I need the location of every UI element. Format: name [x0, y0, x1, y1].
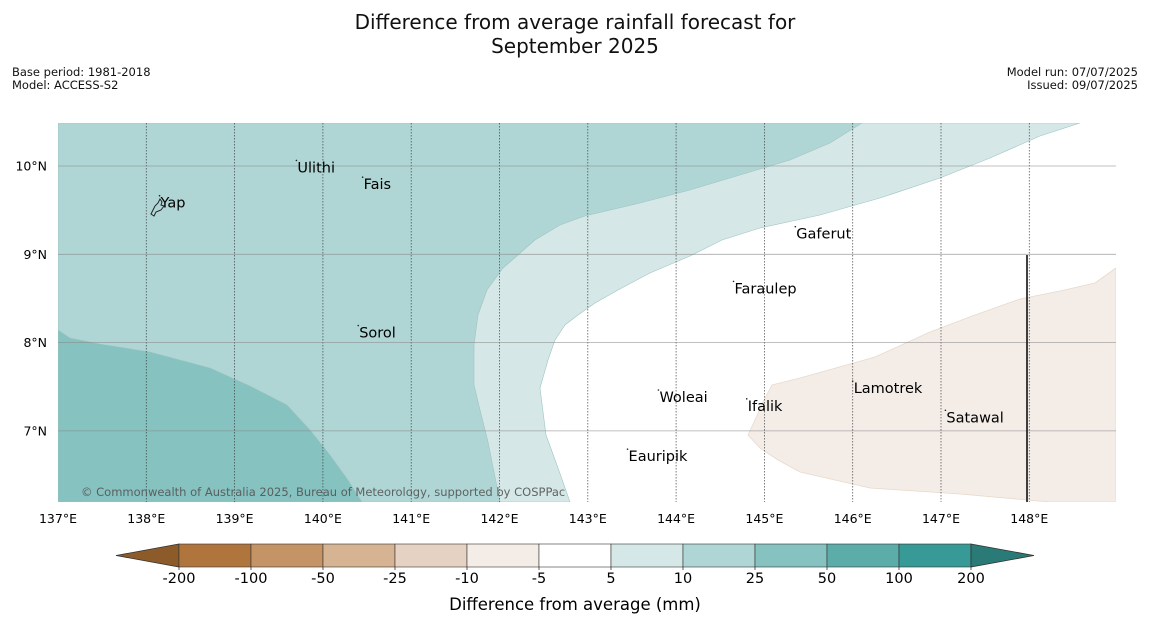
place-label-faraulep: Faraulep [734, 281, 796, 297]
colorbar-swatch [826, 543, 900, 568]
x-tick-label: 141°E [392, 511, 430, 526]
place-label-yap: Yap [160, 196, 186, 212]
yap-island-outline [150, 198, 165, 217]
colorbar-swatch [754, 543, 828, 568]
x-tick-label: 144°E [657, 511, 695, 526]
colorbar-tick-label: 100 [885, 571, 913, 587]
base-period-text: Base period: 1981-2018 [12, 65, 151, 79]
colorbar-tick-label: 200 [957, 571, 985, 587]
place-label-woleai: Woleai [659, 390, 707, 406]
island-marker [732, 280, 735, 283]
map-title-line2: September 2025 [491, 34, 659, 58]
issued-text: Issued: 09/07/2025 [1027, 78, 1138, 92]
colorbar-swatch [178, 543, 252, 568]
colorbar: -200 -100 -50 -25 -10 -5 5 10 25 50 100 200 [115, 543, 1035, 587]
place-label-fais: Fais [364, 177, 391, 193]
colorbar-extend-low [115, 543, 180, 568]
y-tick-label: 10°N [15, 159, 47, 174]
map-title: Difference from average rainfall forecas… [0, 10, 1150, 58]
x-tick-label: 148°E [1010, 511, 1048, 526]
island-marker [361, 176, 364, 178]
colorbar-tick-label: -50 [311, 571, 335, 587]
colorbar-tick-label: -10 [455, 571, 479, 587]
x-tick-label: 145°E [745, 511, 783, 526]
colorbar-swatch [466, 543, 540, 568]
island-marker [657, 389, 660, 391]
x-tick-label: 137°E [39, 511, 77, 526]
island-marker [626, 448, 629, 450]
island-marker [745, 398, 748, 400]
copyright-text: © Commonwealth of Australia 2025, Bureau… [81, 485, 565, 499]
colorbar-tick-label: -200 [163, 571, 196, 587]
x-tick-label: 147°E [922, 511, 960, 526]
colorbar-tick-label: 25 [746, 571, 764, 587]
rainfall-anomaly-layer [58, 123, 1116, 502]
x-tick-label: 138°E [127, 511, 165, 526]
x-tick-label: 140°E [304, 511, 342, 526]
island-marker [295, 159, 298, 162]
place-label-satawal: Satawal [946, 410, 1003, 426]
x-tick-label: 146°E [834, 511, 872, 526]
region-drier-5-10 [747, 267, 1116, 502]
colorbar-swatch [394, 543, 468, 568]
meta-info-left: Base period: 1981-2018 Model: ACCESS-S2 [12, 66, 151, 92]
place-label-sorol: Sorol [359, 326, 396, 342]
place-label-gaferut: Gaferut [796, 227, 851, 243]
island-marker [944, 409, 947, 412]
place-label-ifalik: Ifalik [748, 399, 783, 415]
place-label-eauripik: Eauripik [629, 449, 688, 465]
colorbar-swatch [682, 543, 756, 568]
colorbar-tick-label: 50 [818, 571, 836, 587]
island-marker [851, 380, 854, 382]
graticule [58, 123, 1116, 502]
place-labels: Yap Ulithi Fais Gaferut Faraulep Sorol Woleai I… [158, 159, 1004, 465]
colorbar-tick-label: -25 [383, 571, 407, 587]
colorbar-swatch [250, 543, 324, 568]
y-tick-label: 9°N [23, 247, 47, 262]
y-tick-label: 8°N [23, 335, 47, 350]
map-title-line1: Difference from average rainfall forecas… [354, 10, 796, 34]
place-label-lamotrek: Lamotrek [854, 381, 923, 397]
x-tick-label: 143°E [569, 511, 607, 526]
colorbar-tick-label: 10 [674, 571, 692, 587]
y-tick-label: 7°N [23, 423, 47, 438]
colorbar-tick-label: -5 [532, 571, 546, 587]
colorbar-tick-label: 5 [606, 571, 615, 587]
place-label-ulithi: Ulithi [297, 160, 335, 176]
region-wetter-25-50 [58, 329, 363, 502]
x-tick-label: 139°E [216, 511, 254, 526]
colorbar-swatch [610, 543, 684, 568]
island-marker [158, 194, 161, 197]
axis-tick-labels: 137°E 138°E 139°E 140°E 141°E 142°E 143°E 144°E… [15, 159, 1048, 527]
island-marker [357, 324, 360, 327]
colorbar-swatch [898, 543, 972, 568]
model-run-text: Model run: 07/07/2025 [1006, 65, 1138, 79]
colorbar-swatch [538, 543, 612, 568]
colorbar-swatch [322, 543, 396, 568]
meta-info-right: Model run: 07/07/2025 Issued: 09/07/2025 [1007, 66, 1138, 92]
colorbar-tick-label: -100 [235, 571, 268, 587]
x-tick-label: 142°E [480, 511, 518, 526]
island-marker [794, 225, 797, 228]
colorbar-extend-high [970, 543, 1035, 568]
colorbar-title: Difference from average (mm) [449, 595, 701, 614]
model-text: Model: ACCESS-S2 [12, 78, 119, 92]
